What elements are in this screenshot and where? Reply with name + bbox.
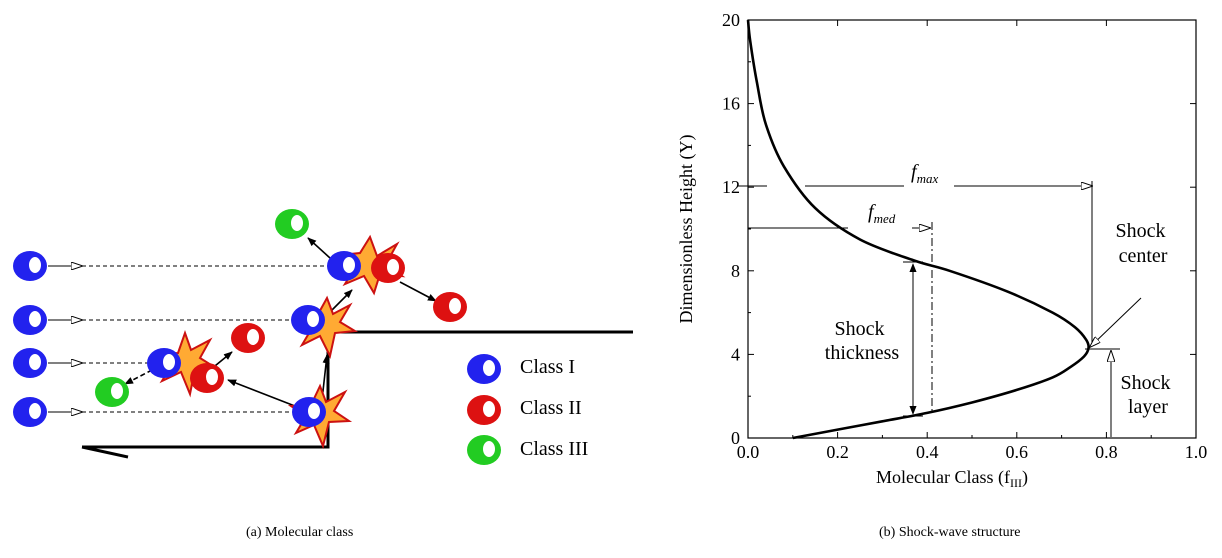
y-axis-label: Dimensionless Height (Y): [676, 135, 697, 324]
x-tick-label: 1.0: [1185, 442, 1208, 462]
shock-layer-label: Shock layer: [1121, 372, 1176, 418]
shock-center-label: Shock center: [1116, 220, 1171, 267]
caption-panel-b: (b) Shock-wave structure: [879, 525, 1021, 540]
shock-thickness-label: Shock thickness: [825, 318, 900, 364]
caption-panel-a: (a) Molecular class: [246, 525, 354, 540]
molecule: [291, 305, 325, 335]
chart-series: [746, 19, 1090, 440]
shock-profile-line: [746, 19, 1090, 440]
annotation-lines: [738, 181, 1142, 437]
legend-label-class-iii: Class III: [520, 438, 589, 460]
y-tick-label: 16: [722, 94, 740, 114]
x-axis-label: Molecular Class (fIII): [876, 467, 1028, 490]
x-tick-label: 0.4: [916, 442, 939, 462]
f-med-label: fmed: [868, 201, 896, 226]
molecule: [433, 292, 467, 322]
legend-label-class-i: Class I: [520, 356, 575, 378]
y-tick-label: 0: [731, 428, 740, 448]
step-wall: [82, 330, 633, 449]
molecule: [13, 348, 47, 378]
molecule: [190, 363, 224, 393]
x-tick-label: 0.0: [737, 442, 760, 462]
f-max-label: fmax: [911, 161, 938, 186]
molecule: [231, 323, 265, 353]
legend-swatch: [467, 395, 501, 425]
molecule: [13, 251, 47, 281]
y-tick-label: 8: [731, 261, 740, 281]
y-tick-label: 4: [731, 344, 740, 364]
legend-swatch: [467, 435, 501, 465]
molecule: [371, 253, 405, 283]
chart-ticks: 0.0 0.2 0.4 0.6 0.8 1.0 0 4 8 12 16 20: [722, 10, 1207, 462]
molecule: [327, 251, 361, 281]
incoming-trajectories: [48, 266, 332, 412]
molecule: [13, 397, 47, 427]
legend-label-class-ii: Class II: [520, 397, 582, 419]
y-tick-label: 20: [722, 10, 740, 30]
x-tick-label: 0.6: [1006, 442, 1029, 462]
x-tick-label: 0.8: [1095, 442, 1118, 462]
molecule: [13, 305, 47, 335]
panel-b-chart: 0.0 0.2 0.4 0.6 0.8 1.0 0 4 8 12 16 20 Molecular Cl…: [676, 10, 1207, 490]
molecule: [275, 209, 309, 239]
legend-swatch: [467, 354, 501, 384]
y-tick-label: 12: [722, 177, 740, 197]
molecule: [292, 397, 326, 427]
x-tick-label: 0.2: [826, 442, 849, 462]
wall-edge-tick: [81, 445, 129, 459]
molecule: [95, 377, 129, 407]
molecule: [147, 348, 181, 378]
